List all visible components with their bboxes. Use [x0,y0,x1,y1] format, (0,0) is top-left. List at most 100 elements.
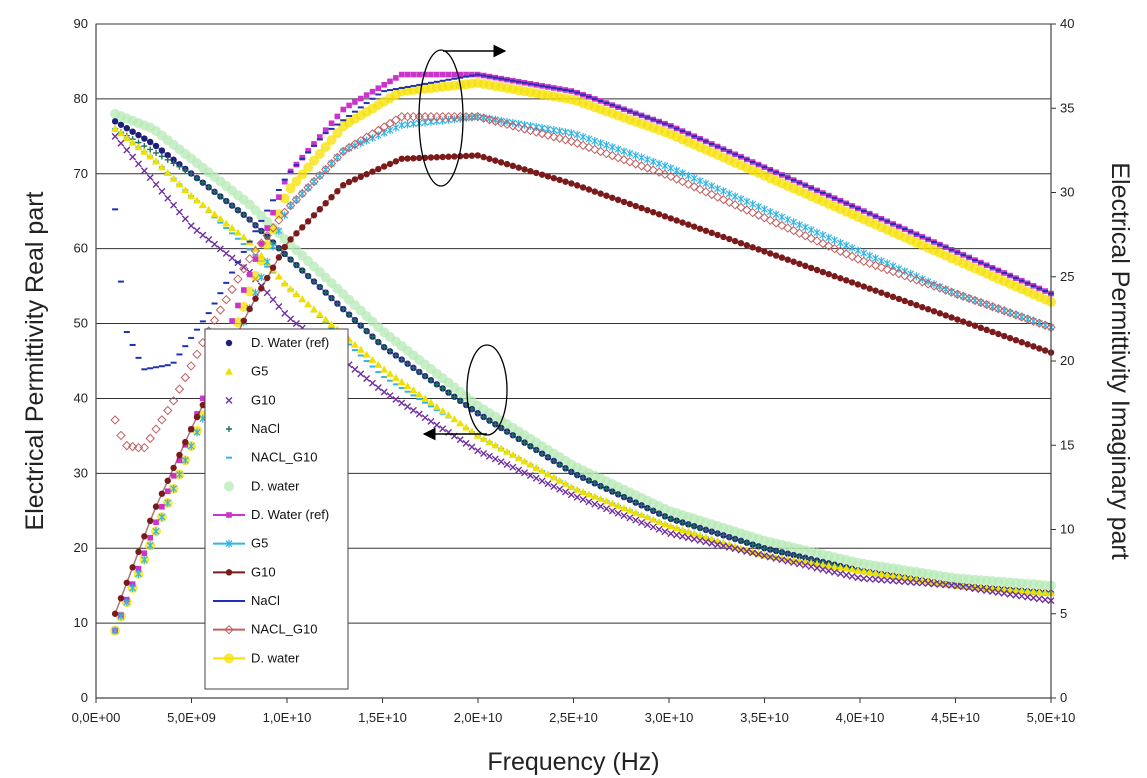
data-point [363,375,371,382]
data-point [591,188,598,195]
data-point [479,434,488,442]
data-point [538,171,546,178]
data-point [942,581,950,589]
data-point [690,529,699,537]
data-point [755,550,763,558]
data-point [368,379,376,387]
data-point [737,239,745,247]
data-point [147,534,153,541]
data-point [607,150,618,161]
data-point [755,246,762,253]
data-point [117,139,125,147]
data-point [234,207,241,214]
x-tick-label: 3,5E+10 [740,710,789,725]
data-point [463,71,469,78]
data-point [504,428,511,435]
data-point [725,543,733,551]
data-point [685,221,692,228]
data-point [526,472,534,480]
data-point [393,75,399,81]
data-point [521,469,529,477]
data-point [187,442,195,451]
data-point [158,153,165,160]
data-point [783,555,792,563]
legend-swatch [225,339,233,347]
data-point [707,189,717,200]
data-point [788,225,799,236]
data-point [252,256,259,262]
data-point [193,428,201,437]
data-point [199,401,207,409]
data-point [730,200,740,210]
data-point [936,580,944,588]
data-point [357,139,365,148]
data-point [971,585,979,593]
data-point [279,193,290,204]
data-point [204,205,213,213]
data-point [883,570,892,578]
data-point [468,406,475,413]
data-point [111,610,119,617]
x-tick-label: 3,0E+10 [645,710,694,725]
data-point [929,281,939,291]
data-point [351,317,358,324]
data-point [123,598,131,607]
data-point [256,238,267,249]
data-point [935,579,944,587]
data-point [298,295,307,303]
data-point [632,151,640,160]
data-point [831,568,839,576]
data-point [853,254,863,264]
data-point [345,178,353,186]
data-point [492,421,499,428]
x-tick-label: 4,0E+10 [836,710,885,725]
x-tick-label: 0,0E+00 [72,710,121,725]
data-point [864,258,875,269]
data-point [222,219,231,227]
data-point [445,153,452,160]
data-point [796,220,803,229]
data-point [743,197,751,206]
data-point [269,264,277,271]
y-left-tick-label: 60 [74,241,88,256]
data-point [129,128,136,135]
data-point [847,251,857,262]
data-point [433,421,441,429]
data-point [854,246,862,255]
data-point [959,583,967,591]
data-point [444,411,453,419]
legend-label: NaCl [251,421,280,436]
data-point [240,287,247,293]
data-point [615,491,622,498]
y-left-tick-label: 80 [74,91,88,106]
data-point [626,149,634,158]
data-point [872,287,879,294]
series-right-nacl-g10 [110,111,1056,453]
data-point [749,200,757,209]
data-point [895,264,903,273]
data-point [965,320,973,327]
data-point [158,187,166,195]
data-point [765,215,775,226]
data-point [293,230,300,237]
data-point [831,273,838,280]
data-point [549,473,558,481]
data-point [667,164,675,173]
data-point [315,310,324,318]
data-point [351,365,359,373]
data-point [539,450,546,457]
data-point [842,571,850,579]
data-point [678,525,687,533]
data-point [726,534,733,541]
data-point [415,410,423,418]
data-point [603,141,610,150]
data-point [790,559,798,567]
data-point [614,501,623,509]
data-point [655,525,663,533]
data-point [656,510,663,517]
data-point [930,308,938,315]
data-point [164,151,171,159]
data-point [901,578,909,586]
data-point [848,572,856,580]
data-point [841,249,851,259]
